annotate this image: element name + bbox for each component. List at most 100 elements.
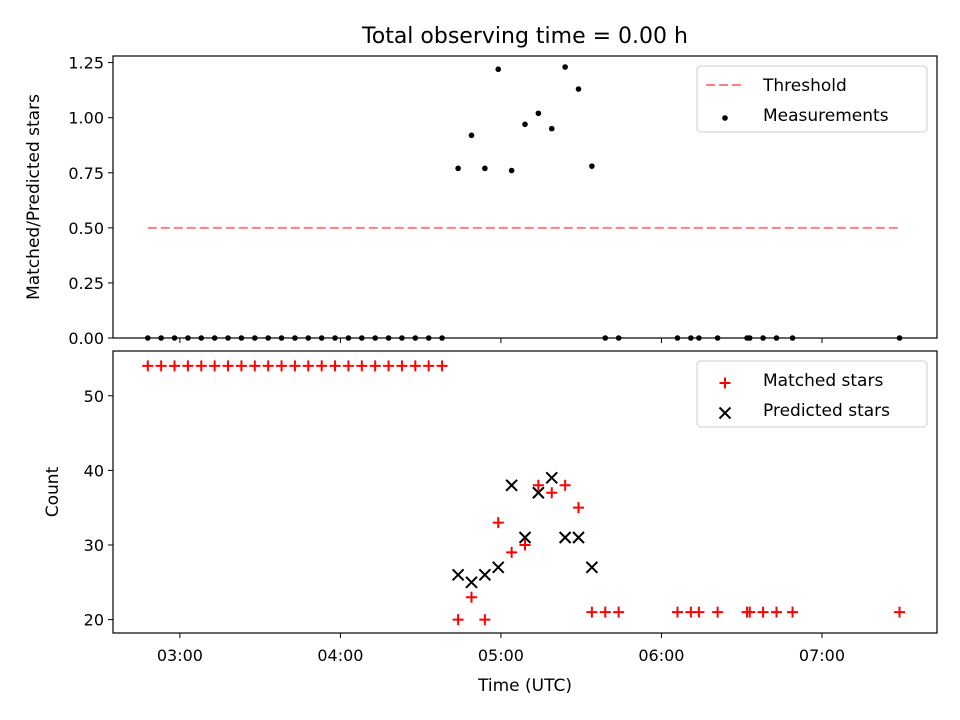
y-tick-label: 0.00 [68, 329, 104, 348]
measurement-point [265, 335, 271, 341]
measurement-point [439, 335, 445, 341]
measurement-point [688, 335, 694, 341]
matched-star-point [599, 606, 611, 618]
matched-star-point [787, 606, 799, 618]
matched-star-point [546, 487, 558, 499]
matched-star-point [452, 614, 464, 626]
measurement-point [548, 125, 555, 132]
legend-box [696, 65, 928, 133]
matched-star-point [276, 360, 288, 372]
matched-star-point [479, 614, 491, 626]
measurement-point [522, 121, 528, 128]
measurement-point [359, 335, 365, 341]
plot-frame [112, 350, 938, 634]
matched-star-point [155, 360, 167, 372]
legend-measurement-swatch [722, 115, 728, 121]
predicted-star-point [465, 576, 478, 589]
matched-star-point [573, 502, 585, 514]
matched-star-point [169, 360, 181, 372]
measurement-point [562, 64, 568, 70]
chart-title: Total observing time = 0.00 h [361, 24, 688, 49]
y-tick-label: 0.25 [68, 274, 104, 293]
measurement-point [292, 335, 298, 341]
measurement-point [714, 335, 721, 341]
matched-star-point [532, 479, 544, 491]
measurement-point [385, 335, 392, 341]
top-panel: 0.00 0.25 0.50 0.75 1.00 1.25 Threshold Measure… [68, 54, 938, 348]
matched-star-point [613, 606, 625, 618]
measurement-point [508, 167, 515, 174]
measurement-point [615, 335, 622, 341]
matched-star-point [894, 606, 906, 618]
y-tick-label: 40 [84, 461, 104, 480]
measurement-point [305, 335, 312, 341]
measurement-point [760, 335, 766, 341]
matched-star-point [316, 360, 328, 372]
x-axis-label: Time (UTC) [477, 676, 572, 696]
measurement-point [589, 163, 595, 169]
y-tick-label: 1.00 [68, 109, 104, 128]
predicted-star-point [451, 568, 465, 582]
x-tick-label: 06:00 [638, 646, 684, 665]
measurement-point [602, 335, 609, 341]
matched-star-point [586, 606, 598, 618]
measurement-point [412, 335, 419, 341]
matched-star-point [693, 606, 705, 618]
legend-matched-swatch [719, 377, 731, 389]
measurement-point [198, 335, 205, 341]
measurement-point [399, 335, 405, 341]
y-tick-label: 50 [84, 387, 104, 406]
y-tick-label: 1.25 [68, 54, 104, 73]
matched-star-point [342, 360, 354, 372]
measurement-point [535, 110, 542, 117]
matched-star-point [329, 360, 341, 372]
measurement-point [251, 335, 258, 341]
matched-star-point [369, 360, 381, 372]
y-tick-label: 0.50 [68, 219, 104, 238]
predicted-star-point [558, 531, 572, 544]
matched-star-point [744, 606, 756, 618]
matched-star-point [436, 360, 448, 372]
matched-star-point [262, 360, 274, 372]
matched-star-point [423, 360, 435, 372]
measurement-point [278, 335, 285, 341]
matched-star-point [142, 360, 154, 372]
matched-star-point [712, 606, 724, 618]
measurement-point [789, 335, 796, 341]
y-tick-label: 20 [84, 611, 104, 630]
legend-predicted-swatch [718, 406, 732, 420]
measurement-point [696, 335, 702, 341]
measurement-point [482, 165, 488, 172]
matched-star-point [396, 360, 408, 372]
x-tick-label: 04:00 [317, 646, 363, 665]
measurement-point [171, 335, 178, 341]
bottom-ylabel: Count [43, 466, 63, 517]
matched-star-point [559, 479, 571, 491]
measurement-point [575, 86, 582, 92]
y-tick-label: 30 [84, 536, 104, 555]
measurement-point [674, 335, 681, 341]
legend-label: Measurements [763, 106, 889, 126]
x-tick-label: 07:00 [799, 646, 845, 665]
predicted-star-point [492, 561, 505, 574]
measurement-point [158, 335, 164, 341]
predicted-star-point [518, 531, 532, 544]
matched-star-point [492, 517, 504, 529]
y-tick-label: 0.75 [68, 164, 104, 183]
matched-star-point [356, 360, 368, 372]
matched-star-point [383, 360, 395, 372]
legend-label: Threshold [762, 76, 847, 96]
measurement-point [225, 335, 231, 341]
predicted-star-point [585, 561, 599, 574]
measurement-point [896, 335, 903, 341]
measurement-point [185, 335, 191, 341]
plot-frame [112, 55, 938, 339]
measurement-point [495, 66, 502, 73]
x-tick-label: 03:00 [157, 646, 203, 665]
matched-star-point [757, 606, 769, 618]
x-tick-label: 05:00 [478, 646, 524, 665]
measurement-point [238, 335, 245, 341]
matched-star-point [302, 360, 314, 372]
matched-star-point [182, 360, 194, 372]
